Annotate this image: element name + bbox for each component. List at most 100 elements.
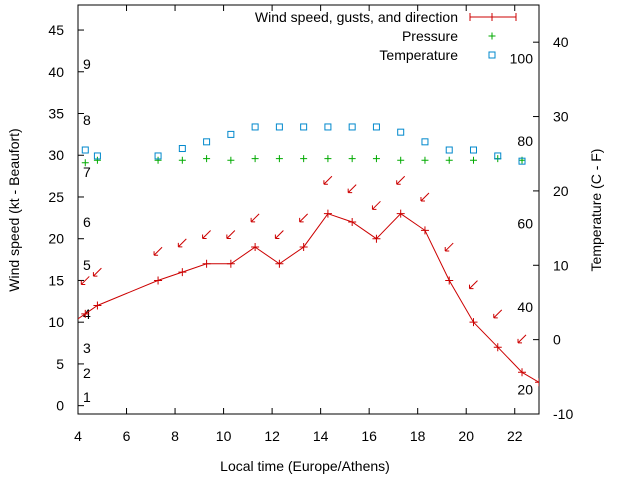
gust-arrow (274, 230, 284, 240)
y-tick-label: 45 (48, 22, 64, 38)
pressure-point (469, 156, 477, 164)
temperature-point (445, 146, 453, 154)
fahrenheit-label: 80 (517, 133, 533, 149)
y-axis: 0 5 10 15 20 25 30 35 40 45 (48, 22, 84, 414)
x-tick-label: 16 (361, 428, 377, 444)
wind-point (469, 318, 478, 327)
legend-swatch-plus (488, 32, 496, 40)
y2-tick-label: 40 (553, 34, 569, 50)
wind-point (420, 226, 429, 235)
y-tick-label: 30 (48, 147, 64, 163)
temperature-point (154, 152, 162, 160)
gust-arrow (517, 334, 527, 344)
x-tick-label: 14 (313, 428, 329, 444)
y2-axis-label: Temperature (C - F) (588, 149, 604, 272)
pressure-point (324, 155, 332, 163)
wind-point (154, 276, 163, 285)
beaufort-label: 6 (83, 214, 91, 230)
wind-line (78, 213, 539, 383)
legend-swatch-ticks (469, 13, 517, 21)
beaufort-label: 8 (83, 112, 91, 128)
gust-direction-series (80, 175, 527, 344)
pressure-point (251, 155, 259, 163)
legend-label: Wind speed, gusts, and direction (255, 9, 458, 25)
legend-label: Pressure (402, 28, 458, 44)
x-tick-label: 6 (123, 428, 131, 444)
temperature-point (203, 138, 211, 146)
wind-point (178, 268, 187, 277)
pressure-point (348, 155, 356, 163)
y2-tick-label: 30 (553, 109, 569, 125)
fahrenheit-label: 20 (517, 381, 533, 397)
gust-arrow (299, 213, 309, 223)
beaufort-label: 9 (83, 56, 91, 72)
pressure-point (81, 159, 89, 167)
legend-label: Temperature (379, 47, 458, 63)
pressure-point (275, 155, 283, 163)
gust-arrow (92, 267, 102, 277)
y-tick-label: 20 (48, 231, 64, 247)
y2-tick-label: 20 (553, 183, 569, 199)
y-tick-label: 0 (56, 398, 64, 414)
gust-arrow (420, 192, 430, 202)
wind-point (396, 209, 405, 218)
pressure-point (154, 156, 162, 164)
beaufort-label: 3 (83, 340, 91, 356)
temperature-point (518, 157, 526, 165)
pressure-point (421, 156, 429, 164)
temperature-point (494, 152, 502, 160)
legend: Wind speed, gusts, and direction Pressure… (255, 9, 517, 63)
y2-axis: -10 0 10 20 30 40 (533, 34, 573, 422)
wind-point (275, 259, 284, 268)
wind-point (323, 209, 332, 218)
gust-arrow (153, 246, 163, 256)
x-axis-label: Local time (Europe/Athens) (220, 458, 390, 474)
wind-point (372, 234, 381, 243)
temperature-point (275, 123, 283, 131)
x-tick-label: 8 (171, 428, 179, 444)
temperature-point (348, 123, 356, 131)
pressure-point (397, 156, 405, 164)
temperature-point (81, 146, 89, 154)
wind-point (299, 243, 308, 252)
temperature-point (300, 123, 308, 131)
gust-arrow (347, 184, 357, 194)
x-tick-label: 22 (507, 428, 523, 444)
temperature-point (421, 138, 429, 146)
gust-arrow (323, 175, 333, 185)
wind-point (493, 343, 502, 352)
gust-arrow (226, 230, 236, 240)
temperature-series (81, 123, 526, 165)
pressure-point (93, 156, 101, 164)
fahrenheit-labels: 20 40 60 80 100 (510, 51, 534, 398)
beaufort-label: 2 (83, 365, 91, 381)
pressure-series (81, 155, 526, 167)
temperature-point (324, 123, 332, 131)
gust-arrow (202, 230, 211, 240)
x-tick-label: 20 (458, 428, 474, 444)
fahrenheit-label: 40 (517, 299, 533, 315)
beaufort-labels: 123456789 (83, 56, 91, 405)
temperature-point (469, 146, 477, 154)
plot-frame (77, 4, 540, 415)
temperature-point (372, 123, 380, 131)
x-tick-label: 10 (216, 428, 232, 444)
gust-arrow (444, 242, 454, 252)
pressure-point (372, 155, 380, 163)
y-tick-label: 5 (56, 356, 64, 372)
y2-tick-label: 0 (553, 332, 561, 348)
legend-swatch-square (488, 51, 496, 59)
gust-arrow (371, 200, 381, 210)
temperature-point (397, 128, 405, 136)
y-tick-label: 15 (48, 272, 64, 288)
wind-point (445, 276, 454, 285)
gust-arrow (468, 280, 478, 290)
x-axis: 4 6 8 10 12 14 16 18 20 22 (74, 5, 523, 444)
wind-point (518, 368, 527, 377)
pressure-point (227, 156, 235, 164)
temperature-point (227, 130, 235, 138)
x-tick-label: 18 (410, 428, 426, 444)
temperature-point (178, 145, 186, 153)
